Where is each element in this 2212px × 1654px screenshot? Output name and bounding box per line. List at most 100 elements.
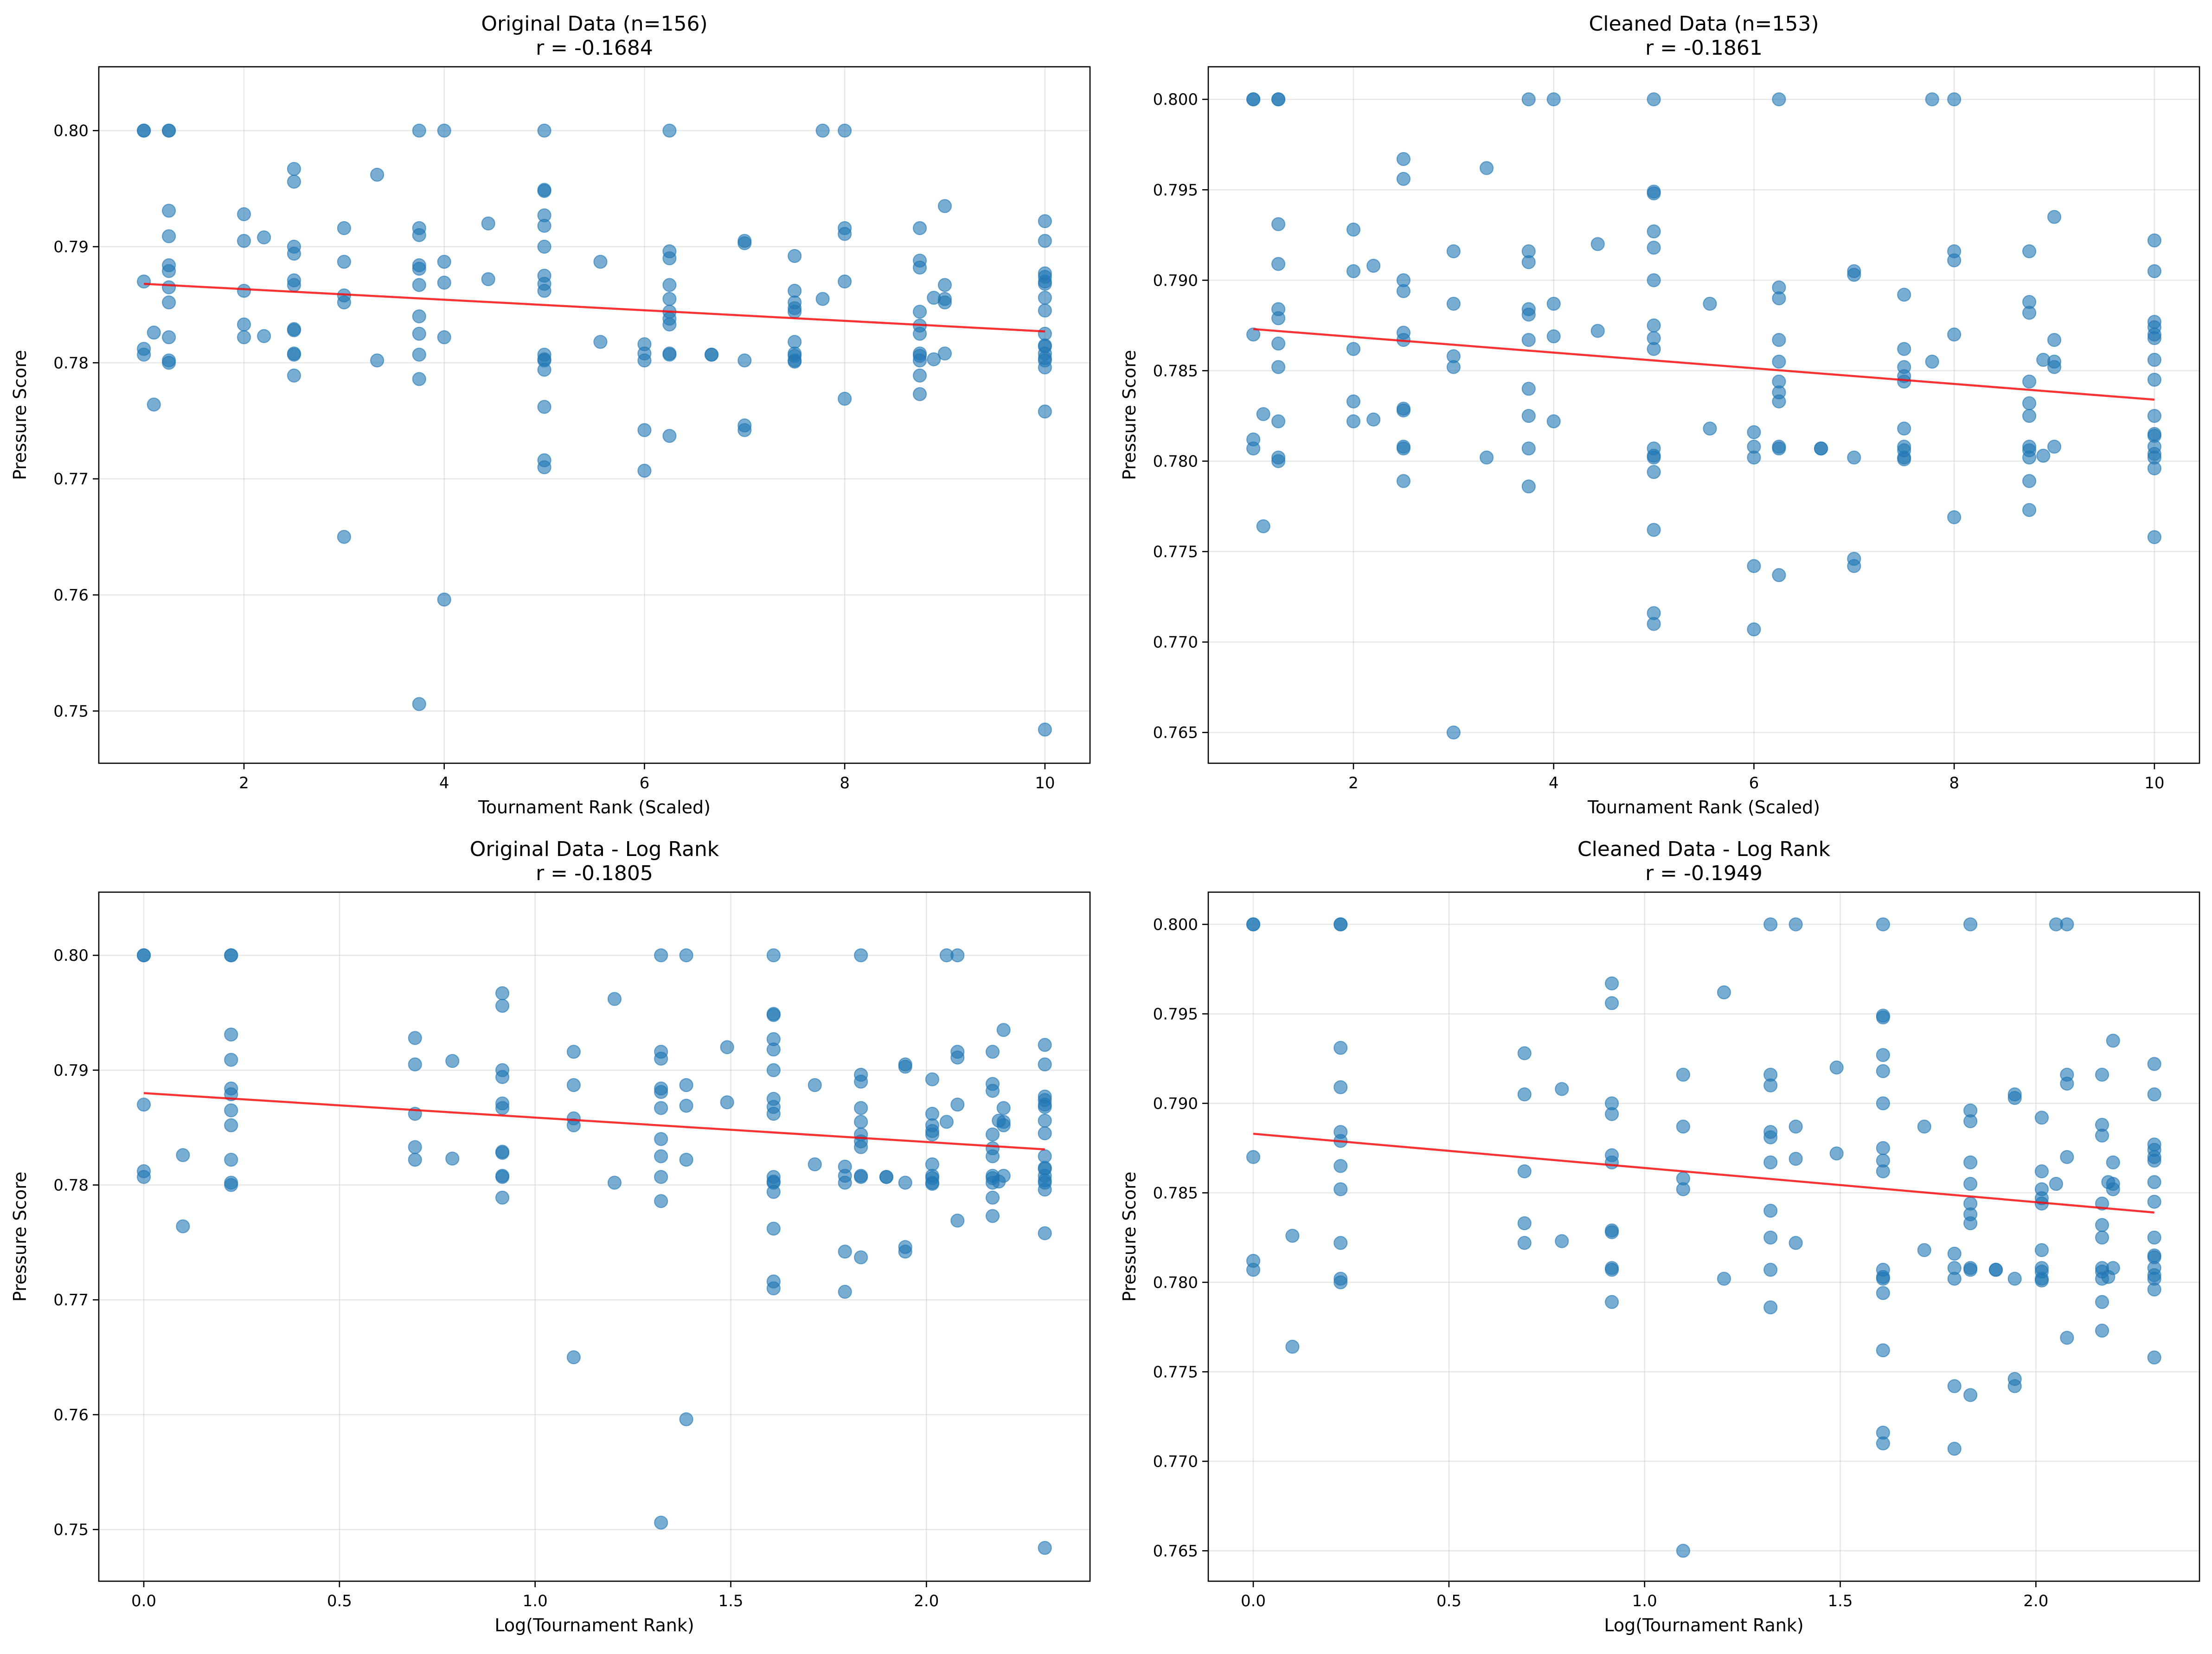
data-point bbox=[662, 123, 677, 138]
data-point bbox=[654, 1085, 668, 1099]
data-point bbox=[1647, 273, 1661, 287]
data-point bbox=[2147, 264, 2161, 278]
data-point bbox=[654, 1149, 668, 1163]
data-point bbox=[495, 999, 510, 1013]
chart-title-line: Original Data (n=156) bbox=[481, 12, 707, 36]
data-point bbox=[1256, 407, 1270, 421]
data-point bbox=[537, 218, 551, 233]
data-point bbox=[1772, 354, 1786, 369]
data-point bbox=[1521, 409, 1536, 423]
data-point bbox=[337, 221, 351, 236]
data-point bbox=[2147, 1350, 2161, 1365]
x-tick-label: 0.0 bbox=[131, 1592, 156, 1610]
chart-title-line: r = -0.1805 bbox=[536, 862, 653, 885]
data-point bbox=[566, 1045, 581, 1059]
data-point bbox=[287, 278, 301, 292]
data-point bbox=[1038, 1182, 1052, 1197]
data-point bbox=[1647, 450, 1661, 465]
data-point bbox=[950, 1050, 965, 1065]
data-point bbox=[412, 309, 426, 324]
data-point bbox=[766, 1221, 781, 1236]
data-point bbox=[985, 1209, 1000, 1223]
data-point bbox=[654, 1101, 668, 1115]
data-point bbox=[287, 174, 301, 189]
chart-title-line: r = -0.1684 bbox=[536, 36, 653, 60]
data-point bbox=[654, 1170, 668, 1184]
data-point bbox=[996, 1023, 1011, 1037]
data-point bbox=[937, 346, 952, 361]
data-point bbox=[1396, 441, 1411, 456]
chart-panel-3: 0.0 0.5 1.0 1.5 2.0 0.75 0.76 0.77 0.78 0.79 0.80 L… bbox=[10, 837, 1091, 1635]
data-point bbox=[1396, 152, 1411, 166]
data-point bbox=[537, 123, 551, 138]
data-point bbox=[912, 368, 927, 383]
data-point bbox=[1763, 1078, 1778, 1092]
data-point bbox=[2147, 1282, 2161, 1296]
chart-panel-2: 2 4 6 8 10 0.765 0.770 0.775 0.780 0.785 0.790 0.79… bbox=[1119, 12, 2200, 817]
y-axis-label: Pressure Score bbox=[10, 1172, 30, 1302]
data-point bbox=[1246, 1263, 1261, 1277]
data-point bbox=[1396, 172, 1411, 186]
data-point bbox=[838, 123, 852, 138]
data-point bbox=[1789, 917, 1803, 932]
axes-frame bbox=[1207, 891, 2200, 1582]
data-point bbox=[137, 347, 151, 362]
data-point bbox=[1521, 441, 1536, 456]
x-tick-label: 0.5 bbox=[327, 1592, 352, 1610]
data-point bbox=[1947, 253, 1962, 268]
data-point bbox=[1334, 1159, 1348, 1173]
data-point bbox=[162, 295, 176, 310]
regression-line bbox=[143, 1092, 1045, 1151]
data-point bbox=[437, 275, 451, 290]
data-point bbox=[495, 1146, 510, 1160]
data-point bbox=[1717, 985, 1731, 1000]
data-point bbox=[1763, 1203, 1778, 1218]
data-point bbox=[1772, 291, 1786, 306]
data-point bbox=[136, 948, 151, 963]
data-point bbox=[257, 230, 271, 245]
y-tick-label: 0.780 bbox=[1153, 452, 1198, 471]
data-point bbox=[1604, 1107, 1619, 1121]
y-tick-label: 0.795 bbox=[1153, 1005, 1198, 1023]
data-point bbox=[2047, 210, 2062, 224]
data-point bbox=[1446, 244, 1461, 259]
chart-title-line: r = -0.1861 bbox=[1645, 36, 1763, 60]
x-tick-label: 10 bbox=[2144, 774, 2164, 792]
data-point bbox=[950, 948, 965, 963]
data-point bbox=[1038, 303, 1052, 318]
data-point bbox=[137, 275, 151, 289]
x-tick-label: 0.5 bbox=[1436, 1592, 1462, 1610]
data-point bbox=[370, 167, 385, 182]
data-point bbox=[1521, 92, 1536, 107]
data-point bbox=[1963, 1114, 1978, 1129]
data-point bbox=[766, 1185, 781, 1199]
data-point bbox=[1897, 374, 1911, 389]
data-point bbox=[1038, 1057, 1052, 1072]
data-point bbox=[1925, 92, 1939, 107]
data-point bbox=[1963, 1263, 1978, 1277]
data-point bbox=[1763, 1230, 1778, 1245]
data-point bbox=[2095, 1295, 2109, 1309]
data-point bbox=[445, 1054, 460, 1068]
data-point bbox=[1517, 1164, 1532, 1179]
data-point bbox=[838, 1284, 852, 1299]
data-point bbox=[1763, 1300, 1778, 1315]
data-point bbox=[854, 1140, 868, 1154]
y-tick-label: 0.795 bbox=[1153, 181, 1198, 199]
data-point bbox=[808, 1157, 822, 1172]
data-point bbox=[1647, 465, 1661, 479]
data-point bbox=[2034, 1111, 2049, 1125]
data-point bbox=[237, 284, 251, 298]
data-point bbox=[495, 1190, 510, 1205]
y-tick-label: 0.75 bbox=[53, 1521, 89, 1539]
data-point bbox=[1590, 237, 1605, 251]
data-point bbox=[1947, 1271, 1962, 1286]
data-point bbox=[2007, 1091, 2022, 1105]
data-point bbox=[481, 216, 495, 231]
data-point bbox=[815, 123, 830, 138]
data-point bbox=[370, 353, 385, 368]
data-point bbox=[2106, 1034, 2120, 1048]
data-point bbox=[1555, 1234, 1569, 1248]
data-point bbox=[2036, 448, 2051, 463]
y-tick-label: 0.785 bbox=[1153, 1184, 1198, 1202]
